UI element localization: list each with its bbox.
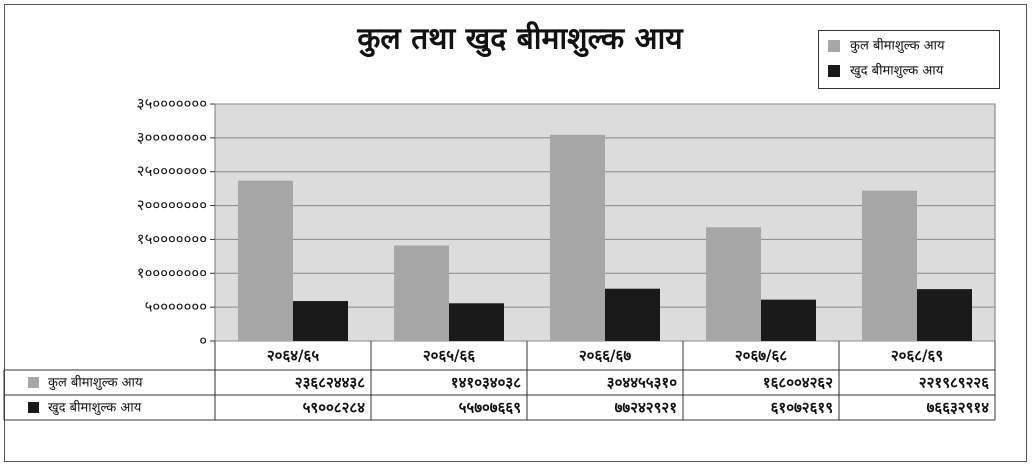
x-tick-label: २०६४/६५ xyxy=(267,347,319,365)
legend-key xyxy=(828,40,840,52)
table-row-label: कुल बीमाशुल्क आय xyxy=(48,375,143,391)
table-value: १६८००४२६२ xyxy=(763,374,833,392)
table-value: २३६८२४४३८ xyxy=(295,374,365,392)
x-tick-label: २०६६/६७ xyxy=(579,347,631,365)
table-row-label: खुद बीमाशुल्क आय xyxy=(48,400,142,416)
bar xyxy=(862,190,917,341)
legend-key xyxy=(828,65,840,77)
y-tick-label: २०००००००० xyxy=(137,196,207,214)
y-tick-label: ३५००००००० xyxy=(137,95,207,113)
table-value: ५५७०७६६९ xyxy=(459,399,521,417)
bar xyxy=(706,227,761,341)
bar xyxy=(550,134,605,341)
table-legend-key xyxy=(28,377,39,388)
table-legend-key xyxy=(28,402,39,413)
legend-label: खुद बीमाशुल्क आय xyxy=(850,63,944,79)
bar xyxy=(761,299,816,341)
bar xyxy=(238,180,293,341)
y-tick-label: १५००००००० xyxy=(137,230,207,248)
y-tick-label: ३०००००००० xyxy=(137,128,207,146)
y-tick-label: २५००००००० xyxy=(137,162,207,180)
table-value: ६१०७२६१९ xyxy=(771,399,833,417)
table-value: ७६६३२९१४ xyxy=(927,399,990,417)
y-tick-label: १०००००००० xyxy=(137,264,207,282)
bar xyxy=(293,301,348,341)
table-value: १४१०३४०३८ xyxy=(451,374,521,392)
x-tick-label: २०६७/६८ xyxy=(735,347,787,365)
bar xyxy=(605,288,660,341)
legend-box xyxy=(818,30,1000,89)
table-value: २२१९८९२२६ xyxy=(919,374,989,392)
y-tick-label: ० xyxy=(199,332,207,350)
table-value: ५९००८२८४ xyxy=(303,399,366,417)
table-value: ३०४४५५३१० xyxy=(607,374,677,392)
legend-label: कुल बीमाशुल्क आय xyxy=(850,38,945,54)
x-tick-label: २०६८/६९ xyxy=(891,347,943,365)
bar xyxy=(917,289,972,341)
table-value: ७७२४२९२१ xyxy=(615,399,677,417)
y-tick-label: ५००००००० xyxy=(145,298,207,316)
x-tick-label: २०६५/६६ xyxy=(423,347,475,365)
chart-title: कुल तथा खुद बीमाशुल्क आय xyxy=(356,21,684,58)
bar xyxy=(394,245,449,341)
bar xyxy=(449,303,504,341)
